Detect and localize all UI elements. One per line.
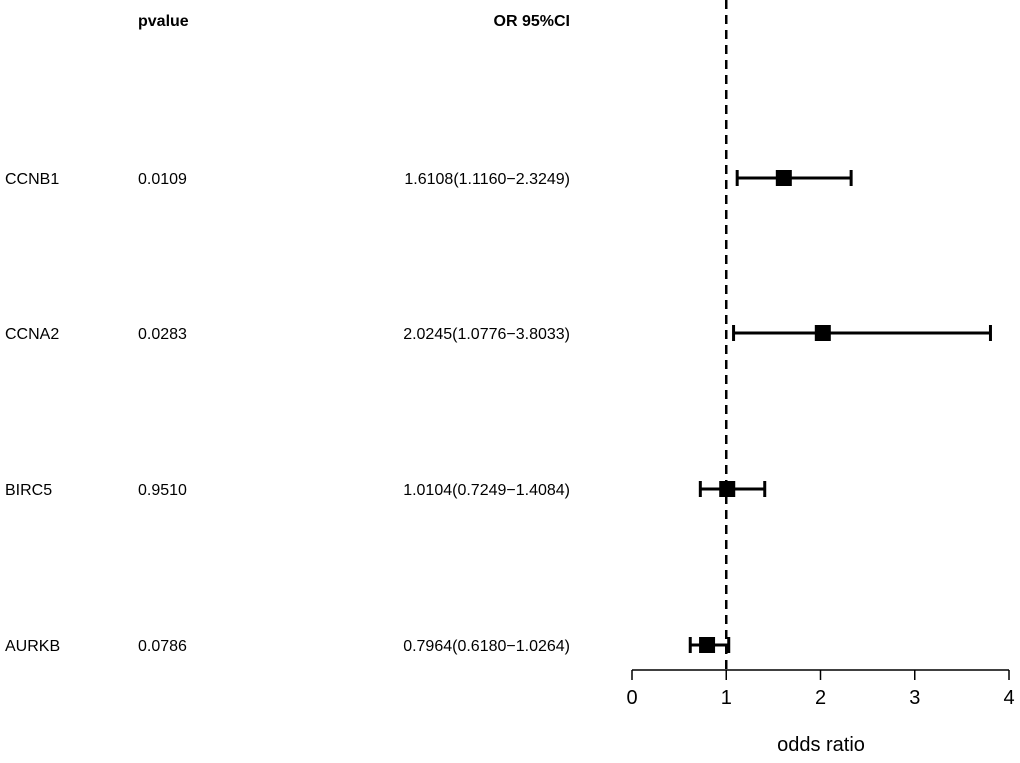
or-header: OR 95%CI xyxy=(494,13,570,30)
pvalue-text: 0.9510 xyxy=(138,482,187,499)
x-tick-label: 4 xyxy=(1003,687,1014,709)
pvalue-text: 0.0283 xyxy=(138,326,187,343)
x-tick-label: 0 xyxy=(626,687,637,709)
gene-label: AURKB xyxy=(5,638,60,655)
or-point xyxy=(699,637,716,653)
row-aurkb: AURKB 0.0786 0.7964(0.6180−1.0264) xyxy=(5,637,731,655)
or-ci-text: 1.6108(1.1160−2.3249) xyxy=(404,171,570,188)
gene-label: BIRC5 xyxy=(5,482,52,499)
row-ccna2: CCNA2 0.0283 2.0245(1.0776−3.8033) xyxy=(5,325,992,343)
gene-label: CCNA2 xyxy=(5,326,59,343)
pvalue-text: 0.0109 xyxy=(138,171,187,188)
row-birc5: BIRC5 0.9510 1.0104(0.7249−1.4084) xyxy=(5,481,767,499)
or-point xyxy=(719,481,736,497)
gene-label: CCNB1 xyxy=(5,171,59,188)
or-ci-text: 0.7964(0.6180−1.0264) xyxy=(403,638,570,655)
or-ci-text: 2.0245(1.0776−3.8033) xyxy=(403,326,570,343)
x-tick-label: 1 xyxy=(721,687,732,709)
or-point xyxy=(775,170,792,186)
x-tick-label: 2 xyxy=(815,687,826,709)
pvalue-text: 0.0786 xyxy=(138,638,187,655)
x-axis-label: odds ratio xyxy=(777,734,865,756)
row-ccnb1: CCNB1 0.0109 1.6108(1.1160−2.3249) xyxy=(5,170,853,188)
or-ci-text: 1.0104(0.7249−1.4084) xyxy=(403,482,570,499)
or-point xyxy=(814,325,831,341)
pvalue-header: pvalue xyxy=(138,13,189,30)
x-tick-label: 3 xyxy=(909,687,920,709)
